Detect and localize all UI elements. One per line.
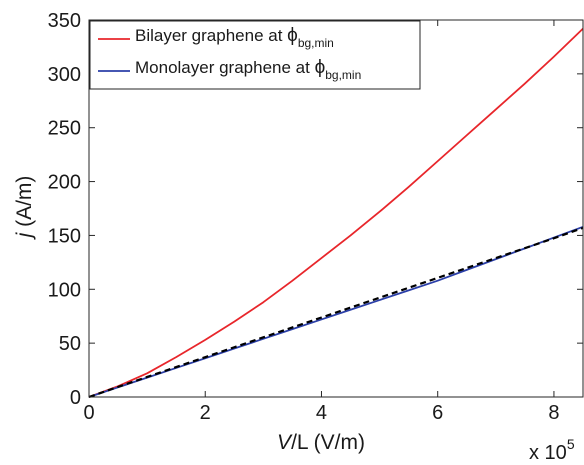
x-axis-label-rest: /L (V/m) <box>291 431 365 454</box>
axis-tick-labels: 0 2 4 6 8 0 50 100 150 200 250 300 350 <box>48 10 560 424</box>
y-axis-label-rest: (A/m) <box>13 176 36 233</box>
y-tick-label: 50 <box>59 333 81 355</box>
x-tick-label: 6 <box>432 402 443 424</box>
axis-ticks <box>88 19 583 398</box>
legend-label-subscript: bg,min <box>325 68 361 82</box>
x-axis-multiplier: x 105 <box>529 436 575 464</box>
y-axis-label-italic: j <box>13 231 36 240</box>
y-tick-label: 150 <box>48 225 81 247</box>
x-axis-multiplier-base: x 10 <box>529 442 567 464</box>
y-tick-label: 100 <box>48 279 81 301</box>
x-tick-label: 2 <box>200 402 211 424</box>
y-tick-label: 200 <box>48 172 81 194</box>
legend-label-symbol: ϕ <box>287 25 298 46</box>
legend-label-subscript: bg,min <box>298 36 334 50</box>
legend-label: Monolayer graphene at ϕbg,min <box>135 57 361 82</box>
legend-label-symbol: ϕ <box>315 57 326 78</box>
x-axis-multiplier-exponent: 5 <box>567 436 575 452</box>
y-tick-label: 250 <box>48 118 81 140</box>
legend-label: Bilayer graphene at ϕbg,min <box>135 25 334 50</box>
x-axis-label: V/L (V/m) <box>277 431 365 454</box>
y-tick-label: 350 <box>48 10 81 32</box>
legend-label-name: Monolayer graphene at <box>135 58 315 77</box>
x-tick-label: 0 <box>83 402 94 424</box>
series-line-reference-dashed <box>88 226 584 399</box>
legend-box <box>89 20 421 90</box>
x-axis-label-italic: V <box>277 431 293 454</box>
plot-frame <box>88 19 584 398</box>
series-line-bilayer <box>88 27 584 398</box>
x-tick-label: 8 <box>548 402 559 424</box>
x-tick-label: 4 <box>316 402 327 424</box>
plot-lines <box>88 27 584 399</box>
legend-label-name: Bilayer graphene at <box>135 26 287 45</box>
y-axis-label: j (A/m) <box>13 176 36 241</box>
y-tick-label: 0 <box>70 387 81 409</box>
y-tick-label: 300 <box>48 64 81 86</box>
